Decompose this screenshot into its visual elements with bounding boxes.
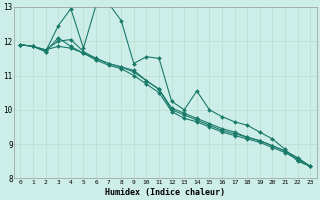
X-axis label: Humidex (Indice chaleur): Humidex (Indice chaleur): [105, 188, 225, 197]
